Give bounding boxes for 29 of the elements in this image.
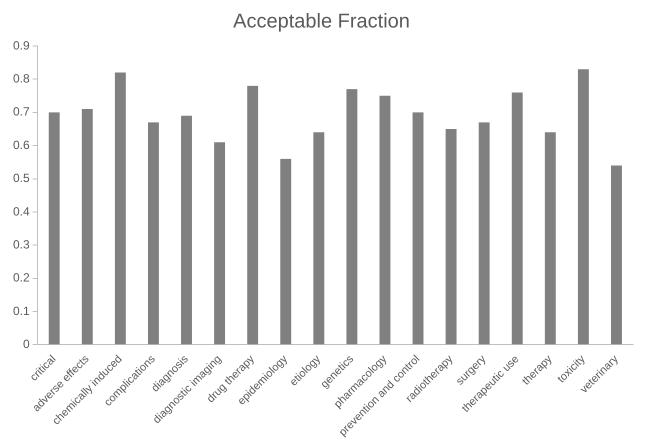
bar	[114, 72, 126, 344]
bar	[611, 165, 622, 344]
y-tick-label: 0.7	[12, 104, 30, 119]
y-tick-label: 0.4	[12, 204, 30, 218]
y-tick-label: 0.9	[12, 38, 30, 52]
bar	[48, 112, 60, 344]
bar	[313, 132, 324, 344]
bar	[346, 89, 358, 344]
bar	[247, 86, 258, 344]
y-tick-label: 0	[22, 337, 30, 352]
y-tick-label: 0.2	[12, 270, 30, 285]
bar	[280, 158, 292, 344]
bar	[379, 96, 390, 344]
bar	[446, 128, 457, 344]
bar	[478, 122, 490, 344]
bar	[214, 142, 226, 344]
y-tick-label: 0.3	[12, 237, 30, 252]
y-tick-label: 0.6	[12, 138, 30, 152]
bar	[578, 69, 589, 344]
bar	[82, 109, 93, 344]
y-tick-label: 0.5	[12, 171, 30, 186]
y-tick-label: 0.8	[12, 72, 30, 86]
bar	[512, 92, 523, 344]
chart-title: Acceptable Fraction	[233, 10, 410, 33]
bar	[412, 112, 424, 344]
bar	[181, 116, 192, 344]
bar	[544, 132, 556, 344]
bar	[148, 122, 159, 344]
y-tick-label: 0.1	[12, 304, 30, 318]
